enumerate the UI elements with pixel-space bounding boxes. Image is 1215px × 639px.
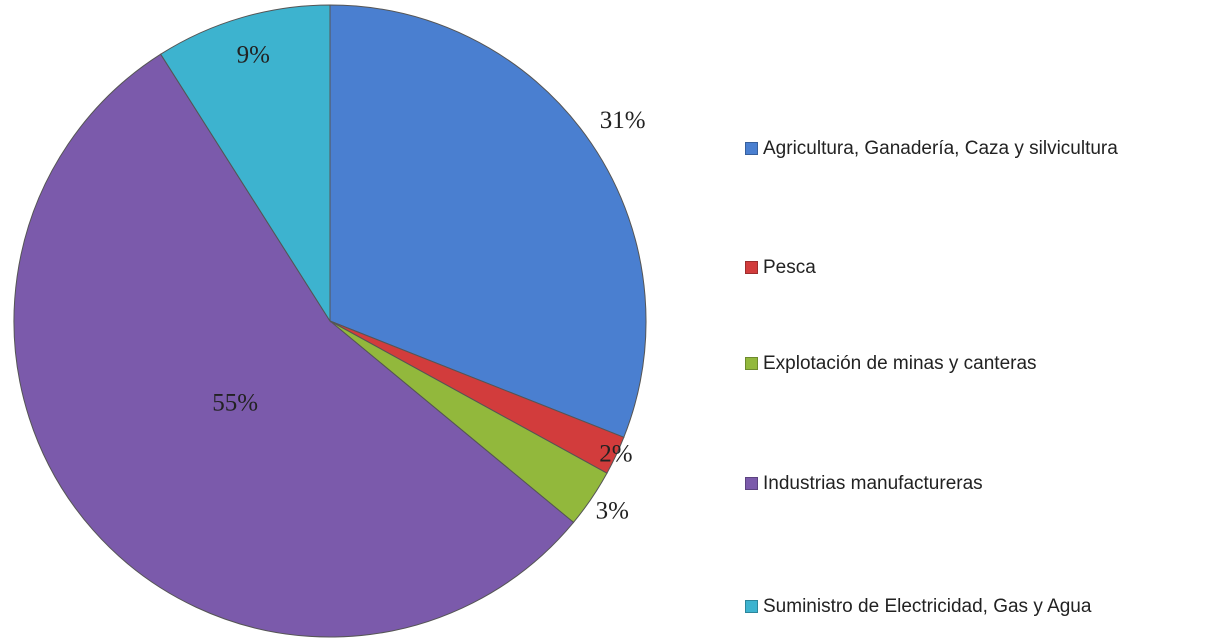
legend-swatch: [745, 261, 758, 274]
legend-item: Industrias manufactureras: [745, 472, 1193, 495]
pie-slice: [13, 53, 575, 638]
legend-swatch: [745, 477, 758, 490]
legend-label: Agricultura, Ganadería, Caza y silvicult…: [763, 138, 1118, 159]
data-label: 2%: [599, 440, 632, 467]
pie-slice: [329, 4, 647, 438]
pie-slice: [159, 4, 331, 323]
legend-item: Pesca: [745, 256, 1193, 279]
legend-label: Pesca: [763, 257, 816, 278]
chart: 31% 2% 3% 55% 9%: [13, 4, 647, 638]
legend-swatch: [745, 142, 758, 155]
legend: Agricultura, Ganadería, Caza y silvicult…: [745, 0, 1215, 639]
legend-label: Industrias manufactureras: [763, 473, 983, 494]
legend-item: Agricultura, Ganadería, Caza y silvicult…: [745, 137, 1193, 160]
legend-swatch: [745, 600, 758, 613]
legend-swatch: [745, 357, 758, 370]
legend-item: Explotación de minas y canteras: [745, 352, 1193, 375]
legend-label: Suministro de Electricidad, Gas y Agua: [763, 596, 1092, 617]
data-label: 9%: [237, 42, 270, 69]
data-label: 31%: [600, 107, 646, 134]
data-label: 3%: [596, 498, 629, 525]
legend-label: Explotación de minas y canteras: [763, 353, 1037, 374]
data-label: 55%: [212, 389, 258, 416]
legend-item: Suministro de Electricidad, Gas y Agua: [745, 595, 1193, 618]
